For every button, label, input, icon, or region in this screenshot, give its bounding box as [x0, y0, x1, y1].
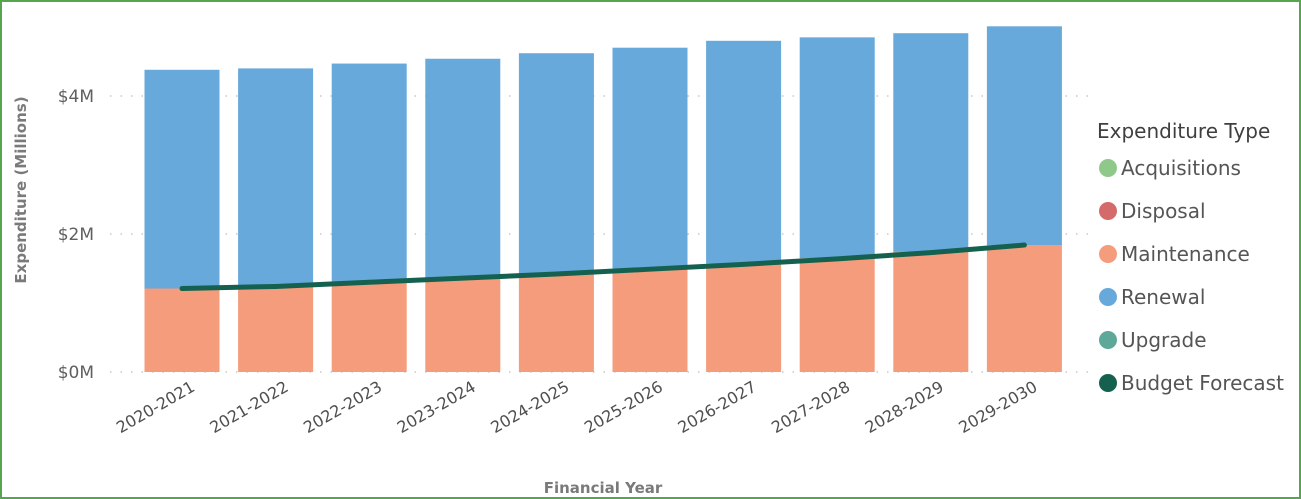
x-tick-label: 2022-2023: [300, 377, 385, 437]
legend-label-disposal: Disposal: [1121, 199, 1206, 223]
x-tick-label: 2026-2027: [675, 377, 760, 437]
bar-maintenance: [238, 285, 314, 372]
bar-maintenance: [518, 274, 594, 372]
bar-renewal: [331, 63, 407, 282]
legend-marker-budget-forecast: [1099, 374, 1117, 392]
x-tick-label: 2025-2026: [581, 377, 666, 437]
bar-maintenance: [331, 281, 407, 372]
y-tick-label: $4M: [58, 87, 94, 107]
legend-title: Expenditure Type: [1097, 119, 1270, 143]
bar-renewal: [518, 53, 594, 275]
legend-marker-maintenance: [1099, 245, 1117, 263]
bar-renewal: [425, 58, 501, 279]
budget-forecast-line: [179, 242, 1027, 292]
bar-maintenance: [612, 268, 688, 372]
bar-maintenance: [986, 245, 1062, 372]
legend-marker-upgrade: [1099, 331, 1117, 349]
bar-renewal: [612, 47, 688, 269]
x-tick-label: 2028-2029: [862, 377, 947, 437]
bar-maintenance: [425, 278, 501, 372]
y-tick-label: $2M: [58, 225, 94, 245]
bars: [144, 26, 1062, 372]
budget-forecast-path: [179, 242, 1027, 292]
bar-renewal: [706, 40, 782, 264]
bar-renewal: [893, 33, 969, 252]
bar-maintenance: [706, 263, 782, 372]
bar-maintenance: [893, 251, 969, 372]
x-axis-title: Financial Year: [544, 479, 663, 497]
gridlines: [110, 95, 1097, 373]
x-tick-label: 2023-2024: [394, 377, 479, 437]
y-axis-title: Expenditure (Millions): [12, 96, 30, 283]
legend: Expenditure Type Acquisitions Disposal Mai…: [1097, 119, 1284, 395]
bar-renewal: [986, 26, 1062, 246]
y-axis-ticks: $0M $2M $4M: [58, 87, 94, 383]
x-tick-label: 2024-2025: [487, 377, 572, 437]
x-tick-label: 2020-2021: [113, 377, 198, 437]
x-tick-label: 2029-2030: [955, 377, 1040, 437]
x-tick-label: 2027-2028: [768, 377, 853, 437]
bar-maintenance: [144, 288, 220, 372]
y-tick-label: $0M: [58, 363, 94, 383]
bar-maintenance: [799, 258, 875, 372]
bar-renewal: [799, 37, 875, 259]
legend-label-maintenance: Maintenance: [1121, 242, 1250, 266]
legend-label-budget-forecast: Budget Forecast: [1121, 371, 1284, 395]
x-tick-label: 2021-2022: [207, 377, 292, 437]
legend-label-acquisitions: Acquisitions: [1121, 156, 1241, 180]
legend-label-upgrade: Upgrade: [1121, 328, 1207, 352]
legend-marker-renewal: [1099, 288, 1117, 306]
bar-renewal: [144, 69, 220, 289]
x-axis-ticks: 2020-2021 2021-2022 2022-2023 2023-2024 2024…: [113, 377, 1040, 437]
legend-marker-disposal: [1099, 202, 1117, 220]
bar-renewal: [238, 68, 314, 286]
legend-label-renewal: Renewal: [1121, 285, 1205, 309]
legend-marker-acquisitions: [1099, 159, 1117, 177]
